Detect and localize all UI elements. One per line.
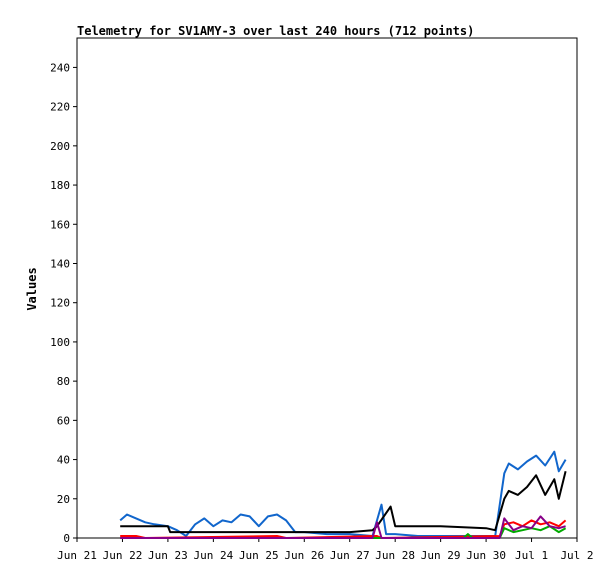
plot-area — [76, 37, 578, 539]
y-tick-label: 80 — [57, 375, 70, 388]
y-tick-label: 240 — [50, 61, 70, 74]
y-tick-label: 60 — [57, 414, 70, 427]
x-tick-label: Jun 28 — [375, 549, 415, 562]
y-tick-label: 200 — [50, 140, 70, 153]
x-tick-label: Jun 22 — [103, 549, 143, 562]
x-tick-label: Jun 21 — [57, 549, 97, 562]
x-tick-label: Jun 25 — [239, 549, 279, 562]
x-tick-label: Jul 1 — [515, 549, 548, 562]
x-tick-label: Jul 2 — [560, 549, 593, 562]
y-tick-label: 40 — [57, 454, 70, 467]
x-tick-label: Jun 26 — [284, 549, 324, 562]
y-axis: 0 20 40 60 80 100 120 140 160 180 200 220 240 — [50, 61, 77, 545]
series-line-purple — [120, 515, 566, 539]
y-tick-label: 100 — [50, 336, 70, 349]
y-tick-label: 180 — [50, 179, 70, 192]
y-tick-label: 20 — [57, 493, 70, 506]
series-layer — [119, 450, 567, 539]
series-line-black — [120, 471, 567, 534]
y-tick-label: 120 — [50, 297, 70, 310]
y-axis-label: Values — [25, 267, 39, 310]
y-tick-label: 160 — [50, 218, 70, 231]
x-tick-label: Jun 30 — [466, 549, 506, 562]
chart-title: Telemetry for SV1AMY-3 over last 240 hou… — [77, 24, 474, 38]
y-tick-label: 220 — [50, 101, 70, 114]
x-axis: Jun 21 Jun 22 Jun 23 Jun 24 Jun 25 Jun 26 Jun … — [57, 538, 594, 562]
x-tick-label: Jun 24 — [193, 549, 233, 562]
y-tick-label: 140 — [50, 257, 70, 270]
y-tick-label: 0 — [63, 532, 70, 545]
x-tick-label: Jun 27 — [330, 549, 370, 562]
x-tick-label: Jun 29 — [421, 549, 461, 562]
x-tick-label: Jun 23 — [148, 549, 188, 562]
